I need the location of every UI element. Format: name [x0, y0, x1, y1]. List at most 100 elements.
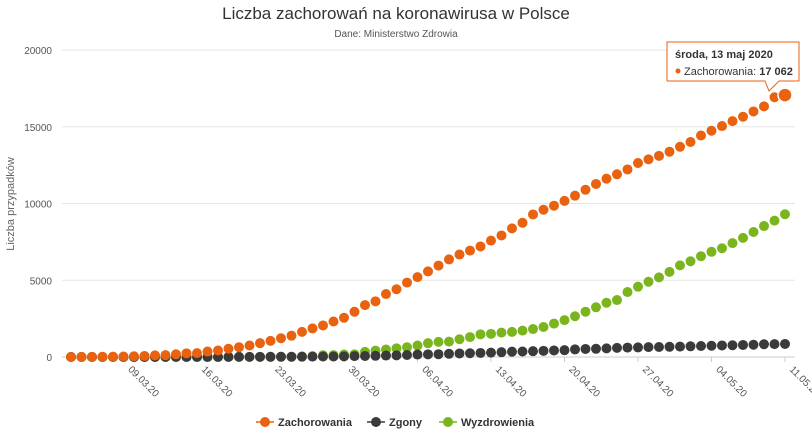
data-point[interactable] — [328, 351, 339, 362]
data-point[interactable] — [580, 306, 591, 317]
data-point[interactable] — [339, 312, 349, 323]
data-point[interactable] — [717, 340, 727, 351]
data-point[interactable] — [475, 329, 486, 340]
data-point[interactable] — [759, 221, 769, 232]
data-point[interactable] — [685, 137, 696, 148]
data-point[interactable] — [654, 342, 664, 353]
data-point[interactable] — [507, 326, 517, 337]
data-point[interactable] — [769, 339, 780, 350]
data-point[interactable] — [171, 349, 181, 360]
data-point[interactable] — [622, 342, 633, 353]
data-point[interactable] — [559, 195, 570, 206]
data-point[interactable] — [748, 106, 759, 117]
data-point[interactable] — [297, 351, 307, 362]
data-point[interactable] — [517, 217, 528, 228]
data-point[interactable] — [727, 116, 738, 127]
data-point[interactable] — [738, 111, 748, 122]
data-point[interactable] — [76, 351, 87, 362]
data-point[interactable] — [307, 323, 318, 334]
data-point[interactable] — [244, 340, 255, 351]
data-point[interactable] — [570, 190, 580, 201]
data-point[interactable] — [549, 200, 559, 211]
data-point[interactable] — [591, 178, 601, 189]
data-point[interactable] — [528, 324, 538, 335]
data-point[interactable] — [706, 246, 717, 257]
data-point[interactable] — [391, 284, 402, 295]
data-point[interactable] — [591, 343, 601, 354]
data-point[interactable] — [496, 327, 507, 338]
data-point[interactable] — [475, 347, 486, 358]
data-point[interactable] — [580, 343, 591, 354]
data-point[interactable] — [486, 328, 496, 339]
data-point[interactable] — [454, 249, 465, 260]
data-point[interactable] — [538, 322, 549, 333]
data-point[interactable] — [559, 315, 570, 326]
data-point[interactable] — [265, 335, 276, 346]
data-point[interactable] — [633, 281, 643, 292]
data-point[interactable] — [444, 348, 454, 359]
data-point[interactable] — [633, 157, 643, 168]
data-point[interactable] — [664, 266, 675, 277]
data-point[interactable] — [738, 339, 748, 350]
data-point[interactable] — [381, 350, 391, 361]
data-point[interactable] — [727, 238, 738, 249]
data-point[interactable] — [370, 296, 381, 307]
data-point[interactable] — [223, 351, 234, 362]
data-point[interactable] — [286, 330, 297, 341]
data-point[interactable] — [717, 121, 727, 132]
data-point[interactable] — [108, 351, 118, 362]
data-point[interactable] — [234, 351, 244, 362]
data-point[interactable] — [360, 351, 370, 362]
data-point[interactable] — [360, 300, 370, 311]
data-point[interactable] — [223, 343, 234, 354]
data-point[interactable] — [318, 320, 328, 331]
data-point[interactable] — [265, 351, 276, 362]
data-point[interactable] — [475, 241, 486, 252]
data-point[interactable] — [769, 215, 780, 226]
data-point[interactable] — [706, 125, 717, 136]
data-point[interactable] — [696, 251, 706, 262]
data-point[interactable] — [612, 169, 622, 180]
data-point[interactable] — [370, 350, 381, 361]
data-point[interactable] — [465, 332, 475, 343]
data-point[interactable] — [276, 333, 286, 344]
data-point[interactable] — [433, 336, 444, 347]
data-point[interactable] — [507, 346, 517, 357]
data-point[interactable] — [433, 349, 444, 360]
highlighted-point[interactable] — [777, 87, 793, 103]
data-point[interactable] — [192, 348, 202, 359]
data-point[interactable] — [87, 351, 97, 362]
data-point[interactable] — [570, 311, 580, 322]
data-point[interactable] — [129, 351, 139, 362]
data-point[interactable] — [412, 349, 423, 360]
data-point[interactable] — [97, 351, 108, 362]
data-point[interactable] — [622, 287, 633, 298]
data-point[interactable] — [549, 318, 559, 329]
data-point[interactable] — [412, 340, 423, 351]
data-point[interactable] — [549, 345, 559, 356]
data-point[interactable] — [507, 223, 517, 234]
data-point[interactable] — [454, 334, 465, 345]
legend-item-wyzdrowienia[interactable]: Wyzdrowienia — [439, 417, 535, 429]
data-point[interactable] — [381, 289, 391, 300]
data-point[interactable] — [465, 245, 475, 256]
data-point[interactable] — [444, 336, 454, 347]
data-point[interactable] — [580, 184, 591, 195]
data-point[interactable] — [255, 338, 265, 349]
data-point[interactable] — [496, 230, 507, 241]
data-point[interactable] — [423, 266, 433, 277]
data-point[interactable] — [139, 350, 150, 361]
data-point[interactable] — [696, 130, 706, 141]
data-point[interactable] — [612, 342, 622, 353]
data-point[interactable] — [727, 340, 738, 351]
data-point[interactable] — [391, 350, 402, 361]
data-point[interactable] — [538, 345, 549, 356]
data-point[interactable] — [486, 347, 496, 358]
data-point[interactable] — [769, 92, 780, 103]
data-point[interactable] — [622, 164, 633, 175]
data-point[interactable] — [234, 342, 244, 353]
data-point[interactable] — [423, 338, 433, 349]
data-point[interactable] — [591, 302, 601, 313]
data-point[interactable] — [202, 346, 213, 357]
data-point[interactable] — [150, 350, 160, 361]
